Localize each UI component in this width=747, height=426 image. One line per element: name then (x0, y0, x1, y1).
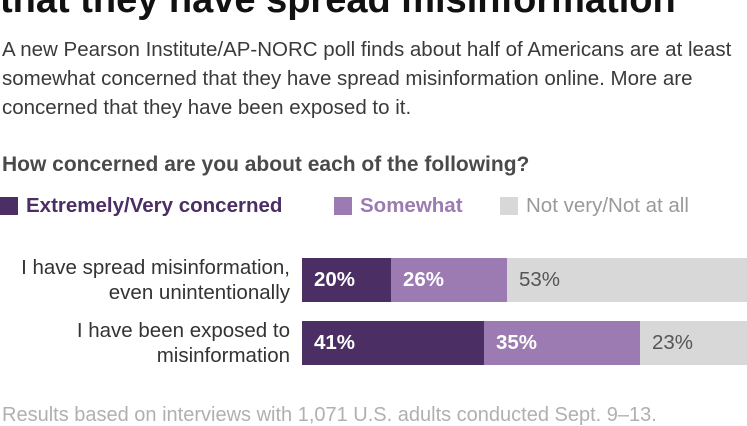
headline: that they have spread misinformation (0, 0, 676, 21)
bar-segment: 41% (302, 321, 484, 365)
legend-item: Somewhat (334, 193, 463, 219)
data-label: 20% (314, 268, 356, 291)
data-label: 35% (496, 331, 538, 354)
data-label: 41% (314, 331, 356, 354)
footnote: Results based on interviews with 1,071 U… (2, 404, 657, 426)
bar-track: 20% 26% 53% (302, 258, 747, 302)
bar-segment: 20% (302, 258, 391, 302)
legend-item: Not very/Not at all (500, 193, 689, 219)
legend-label: Somewhat (360, 194, 463, 217)
bar-track: 41% 35% 23% (302, 321, 747, 365)
data-label: 26% (403, 268, 445, 291)
legend-swatch (500, 197, 518, 215)
bar-row: I have been exposed to misinformation 41% 3… (0, 319, 747, 367)
legend-swatch (0, 197, 18, 215)
legend-swatch (334, 197, 352, 215)
data-label: 53% (519, 268, 561, 291)
chart-title: How concerned are you about each of the … (2, 153, 530, 176)
legend: Extremely/Very concerned Somewhat Not very… (0, 193, 747, 219)
category-label: I have been exposed to misinformation (76, 319, 290, 367)
bar-row: I have spread misinformation, even uninte… (0, 256, 747, 304)
bar-segment: 23% (640, 321, 747, 365)
data-label: 23% (652, 331, 694, 354)
bar-segment: 26% (391, 258, 507, 302)
legend-item: Extremely/Very concerned (0, 193, 282, 219)
subhead: A new Pearson Institute/AP-NORC poll fin… (2, 38, 732, 119)
bar-segment: 53% (507, 258, 747, 302)
legend-label: Not very/Not at all (526, 194, 689, 217)
legend-label: Extremely/Very concerned (26, 194, 283, 217)
category-label: I have spread misinformation, even uninte… (21, 256, 290, 304)
bar-segment: 35% (484, 321, 640, 365)
